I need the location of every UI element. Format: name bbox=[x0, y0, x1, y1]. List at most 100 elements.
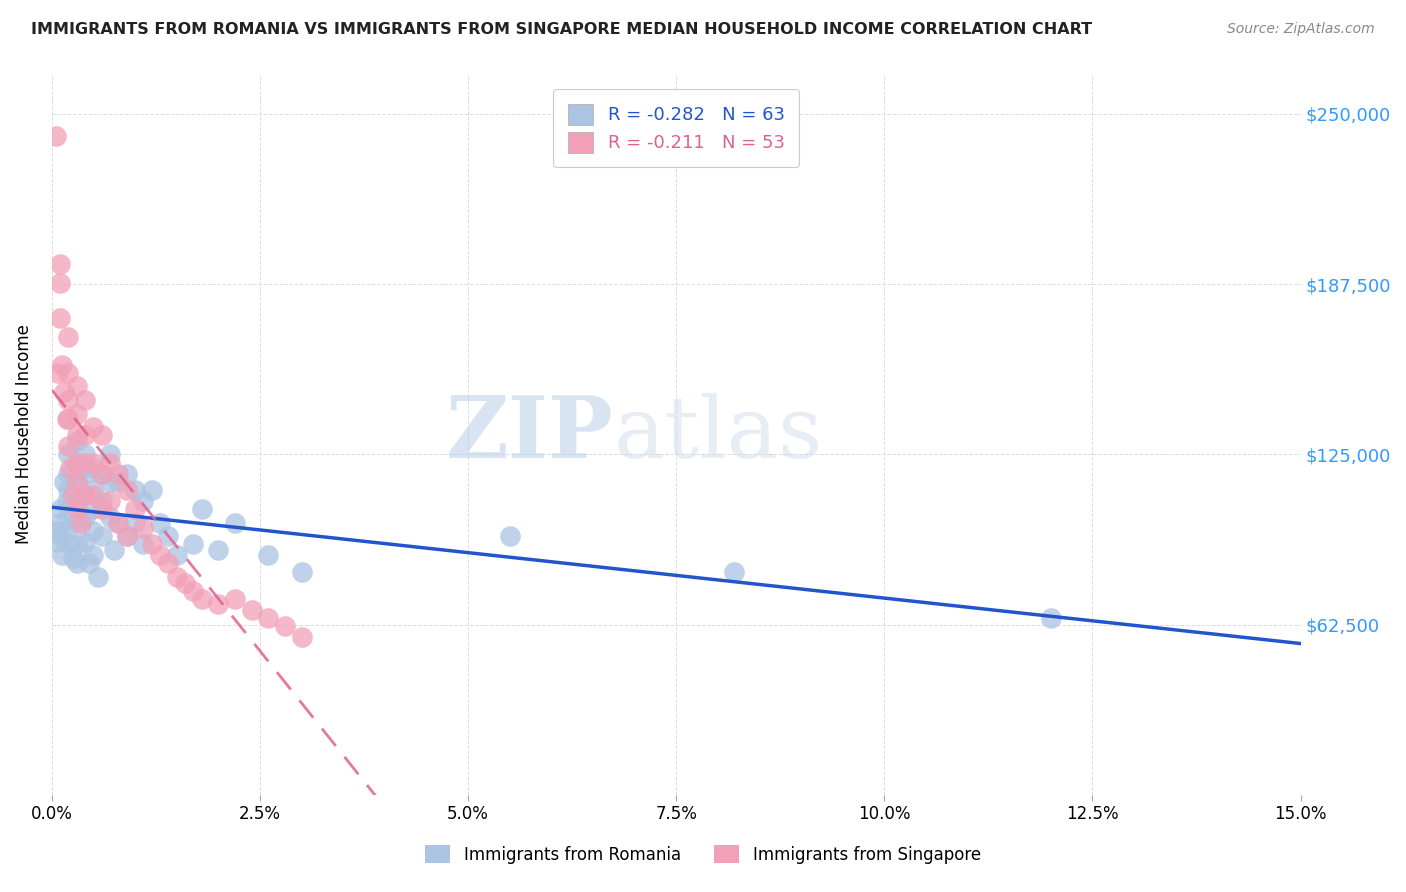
Point bbox=[98, 493, 121, 508]
Point bbox=[90, 502, 112, 516]
Point bbox=[73, 392, 96, 407]
Point bbox=[124, 502, 146, 516]
Point bbox=[115, 483, 138, 497]
Point bbox=[257, 611, 280, 625]
Point bbox=[58, 330, 80, 344]
Point bbox=[224, 516, 246, 530]
Point bbox=[59, 461, 82, 475]
Point bbox=[49, 257, 72, 271]
Y-axis label: Median Household Income: Median Household Income bbox=[15, 324, 32, 544]
Legend: Immigrants from Romania, Immigrants from Singapore: Immigrants from Romania, Immigrants from… bbox=[419, 838, 987, 871]
Point bbox=[132, 521, 155, 535]
Point bbox=[66, 456, 89, 470]
Point bbox=[53, 384, 76, 399]
Point bbox=[224, 591, 246, 606]
Point bbox=[58, 502, 80, 516]
Point bbox=[82, 483, 104, 497]
Point bbox=[70, 516, 93, 530]
Point bbox=[132, 537, 155, 551]
Point bbox=[82, 549, 104, 563]
Point bbox=[49, 516, 72, 530]
Point bbox=[166, 549, 188, 563]
Point bbox=[290, 630, 312, 644]
Point bbox=[66, 557, 89, 571]
Point bbox=[207, 597, 229, 611]
Point bbox=[149, 549, 172, 563]
Point bbox=[66, 537, 89, 551]
Point bbox=[141, 537, 163, 551]
Point bbox=[49, 276, 72, 290]
Point bbox=[90, 428, 112, 442]
Point bbox=[124, 516, 146, 530]
Point bbox=[66, 516, 89, 530]
Point bbox=[66, 434, 89, 448]
Point bbox=[257, 549, 280, 563]
Point bbox=[107, 467, 129, 481]
Point bbox=[181, 583, 204, 598]
Point bbox=[66, 493, 89, 508]
Point bbox=[166, 570, 188, 584]
Point bbox=[115, 467, 138, 481]
Point bbox=[55, 493, 77, 508]
Text: ZIP: ZIP bbox=[446, 392, 614, 476]
Point bbox=[90, 493, 112, 508]
Point bbox=[58, 392, 80, 407]
Point bbox=[59, 537, 82, 551]
Point bbox=[49, 529, 72, 543]
Point bbox=[174, 575, 197, 590]
Point bbox=[66, 475, 89, 489]
Point bbox=[58, 483, 80, 497]
Point bbox=[58, 467, 80, 481]
Point bbox=[73, 488, 96, 502]
Point bbox=[141, 483, 163, 497]
Text: atlas: atlas bbox=[614, 392, 823, 475]
Point bbox=[73, 488, 96, 502]
Point bbox=[290, 565, 312, 579]
Point bbox=[98, 475, 121, 489]
Point bbox=[48, 534, 70, 549]
Point bbox=[86, 570, 108, 584]
Point bbox=[274, 619, 297, 633]
Point bbox=[73, 534, 96, 549]
Point bbox=[190, 502, 212, 516]
Point bbox=[149, 516, 172, 530]
Point bbox=[157, 557, 180, 571]
Point bbox=[107, 516, 129, 530]
Point bbox=[58, 447, 80, 461]
Point bbox=[58, 412, 80, 426]
Point bbox=[181, 537, 204, 551]
Point bbox=[107, 475, 129, 489]
Legend: R = -0.282   N = 63, R = -0.211   N = 53: R = -0.282 N = 63, R = -0.211 N = 53 bbox=[554, 89, 799, 167]
Point bbox=[51, 358, 73, 372]
Point bbox=[115, 529, 138, 543]
Point bbox=[45, 128, 67, 143]
Point bbox=[73, 428, 96, 442]
Point bbox=[45, 524, 67, 538]
Point bbox=[82, 461, 104, 475]
Point bbox=[73, 510, 96, 524]
Point bbox=[66, 502, 89, 516]
Text: Source: ZipAtlas.com: Source: ZipAtlas.com bbox=[1227, 22, 1375, 37]
Point bbox=[73, 467, 96, 481]
Point bbox=[499, 529, 522, 543]
Point bbox=[82, 502, 104, 516]
Point bbox=[73, 456, 96, 470]
Point bbox=[723, 565, 745, 579]
Point bbox=[82, 420, 104, 434]
Point bbox=[98, 510, 121, 524]
Point bbox=[58, 521, 80, 535]
Point bbox=[51, 549, 73, 563]
Point bbox=[70, 461, 93, 475]
Point bbox=[49, 311, 72, 326]
Point bbox=[82, 524, 104, 538]
Point bbox=[62, 488, 84, 502]
Point bbox=[77, 557, 100, 571]
Point bbox=[124, 483, 146, 497]
Point bbox=[103, 542, 125, 557]
Point bbox=[98, 447, 121, 461]
Point bbox=[62, 551, 84, 566]
Point bbox=[66, 428, 89, 442]
Point bbox=[82, 488, 104, 502]
Point bbox=[107, 516, 129, 530]
Point bbox=[66, 379, 89, 393]
